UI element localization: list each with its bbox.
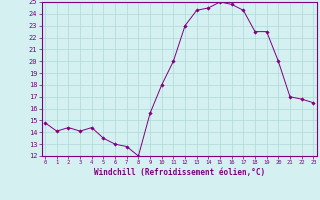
X-axis label: Windchill (Refroidissement éolien,°C): Windchill (Refroidissement éolien,°C) xyxy=(94,168,265,177)
